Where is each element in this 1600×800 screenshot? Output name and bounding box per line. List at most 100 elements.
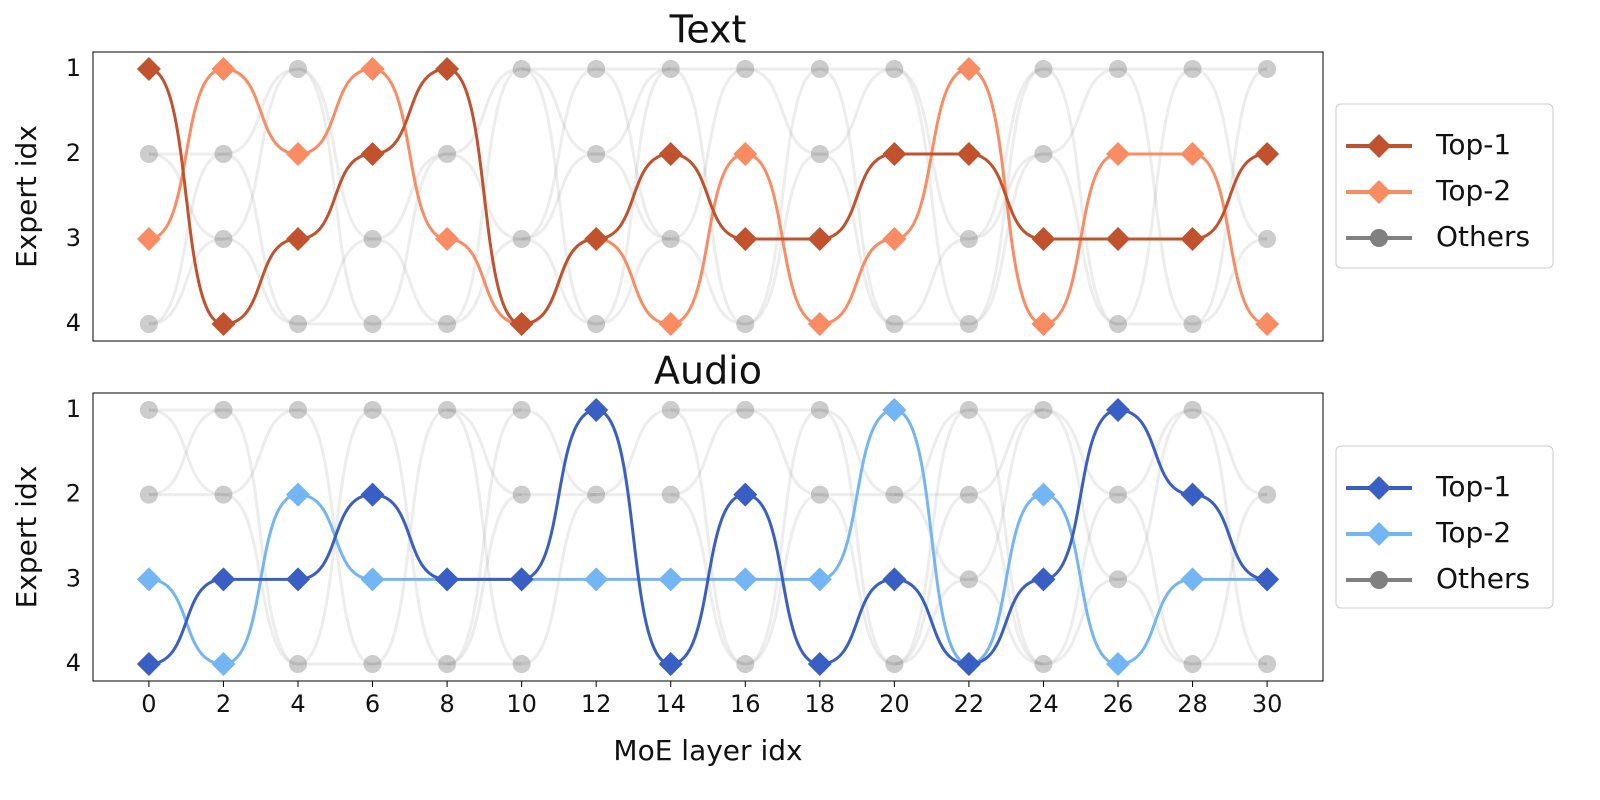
diamond-marker	[1031, 312, 1056, 336]
legend-marker	[1367, 476, 1391, 500]
x-tick-label: 12	[581, 690, 612, 718]
diamond-marker	[435, 57, 460, 81]
diamond-marker	[658, 652, 683, 677]
others-line	[447, 67, 522, 156]
others-dot	[438, 400, 457, 419]
diamond-marker	[882, 397, 907, 422]
others-line	[521, 67, 597, 156]
x-tick-label: 4	[290, 690, 305, 718]
panel-title: Audio	[654, 349, 762, 393]
y-tick-label: 2	[66, 480, 81, 508]
diamond-marker	[211, 57, 236, 81]
others-line	[521, 152, 597, 241]
diamond-marker	[882, 567, 907, 592]
others-dot	[289, 655, 307, 674]
others-dot	[885, 315, 904, 333]
y-tick-label: 4	[66, 649, 81, 677]
diamond-marker	[286, 227, 310, 251]
diamond-marker	[733, 567, 758, 592]
x-tick-label: 26	[1103, 690, 1134, 718]
x-tick-label: 18	[805, 690, 836, 718]
diamond-marker	[1255, 142, 1280, 166]
diamond-marker	[807, 652, 832, 677]
diamond-marker	[360, 142, 385, 166]
others-line	[447, 408, 522, 497]
diamond-marker	[733, 482, 758, 507]
diamond-marker	[807, 227, 832, 251]
x-tick-label: 10	[506, 690, 537, 718]
diamond-marker	[807, 567, 832, 592]
others-dot	[959, 400, 978, 419]
others-dot	[1258, 485, 1277, 504]
diamond-marker	[658, 567, 683, 592]
others-dot	[1109, 315, 1127, 333]
diamond-marker	[956, 57, 981, 81]
diamond-marker	[136, 567, 161, 592]
others-dot	[512, 230, 531, 248]
others-line	[297, 237, 373, 326]
diamond-marker	[658, 312, 683, 336]
others-line	[819, 67, 895, 156]
y-axis-label: Expert idx	[10, 125, 43, 268]
diamond-marker	[882, 142, 907, 166]
diamond-marker	[509, 567, 534, 592]
others-dot	[363, 315, 382, 333]
diamond-marker	[658, 142, 683, 166]
others-line	[744, 67, 821, 326]
series-line	[148, 67, 1268, 326]
others-line	[1117, 408, 1193, 581]
others-line	[1043, 577, 1119, 666]
diamond-marker	[1106, 397, 1130, 422]
others-line	[446, 408, 522, 666]
others-line	[1117, 67, 1193, 326]
others-line	[1043, 67, 1119, 326]
others-dot	[810, 400, 829, 419]
others-line	[968, 152, 1044, 326]
others-dot	[214, 400, 233, 419]
others-dot	[214, 485, 233, 504]
others-dot	[810, 60, 829, 78]
others-dot	[661, 60, 680, 78]
others-line	[968, 408, 1044, 666]
diamond-marker	[1031, 482, 1056, 507]
others-line	[223, 67, 299, 241]
others-line	[521, 67, 597, 326]
others-dot	[139, 485, 158, 504]
others-dot	[1258, 655, 1277, 674]
legend-label: Others	[1436, 562, 1530, 595]
diamond-marker	[1180, 482, 1205, 507]
y-tick-label: 3	[66, 564, 81, 592]
diamond-marker	[1180, 142, 1205, 166]
others-dot	[363, 655, 382, 674]
others-dot	[736, 60, 755, 78]
others-line	[372, 237, 448, 326]
diamond-marker	[956, 142, 981, 166]
x-tick-label: 2	[216, 690, 231, 718]
diamond-marker	[360, 57, 385, 81]
others-line	[1192, 408, 1268, 497]
others-dot	[885, 655, 904, 674]
others-line	[745, 408, 820, 497]
y-tick-label: 4	[66, 309, 81, 337]
diamond-marker	[733, 227, 758, 251]
others-line	[1117, 493, 1193, 666]
others-line	[894, 67, 970, 326]
others-dot	[289, 60, 307, 78]
others-line	[894, 408, 969, 497]
x-tick-label: 8	[439, 690, 454, 718]
others-line	[1117, 67, 1193, 326]
others-line	[1192, 237, 1268, 326]
legend-marker	[1367, 180, 1391, 204]
legend-marker	[1367, 522, 1391, 546]
legend-label: Top-1	[1435, 128, 1511, 161]
diamond-marker	[733, 142, 758, 166]
others-line	[521, 67, 597, 241]
others-dot	[1034, 60, 1053, 78]
others-line	[223, 152, 299, 326]
others-dot	[289, 400, 307, 419]
others-line	[894, 237, 969, 326]
others-dot	[587, 145, 606, 163]
others-line	[148, 408, 224, 497]
others-dot	[1109, 60, 1127, 78]
